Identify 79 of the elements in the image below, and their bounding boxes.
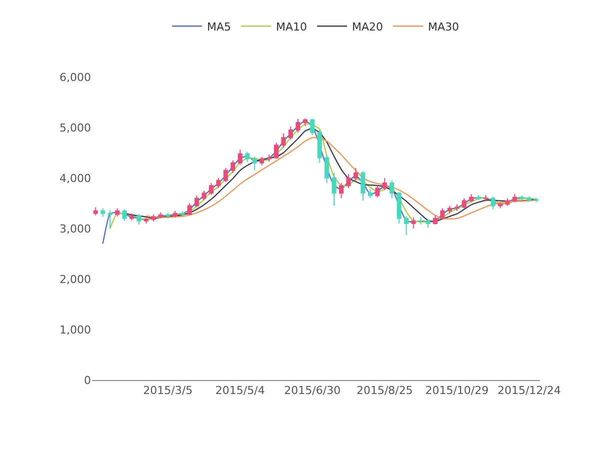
- candlestick: [526, 196, 532, 202]
- y-tick-label: 5,000: [60, 121, 91, 134]
- candlestick: [158, 212, 163, 219]
- x-tick-label: 2015/10/29: [425, 384, 489, 398]
- candlestick: [534, 197, 539, 203]
- candlestick: [281, 133, 286, 148]
- candlestick: [260, 156, 264, 166]
- candlestick: [172, 210, 178, 218]
- line-series: [146, 136, 537, 220]
- legend-label: MA10: [276, 20, 308, 34]
- candlestick: [238, 149, 242, 166]
- candlestick: [411, 216, 416, 229]
- candlestick: [418, 216, 424, 225]
- candlestick: [390, 180, 394, 199]
- candlestick: [490, 196, 496, 210]
- candlestick: [136, 214, 142, 225]
- y-tick-label: 2,000: [60, 272, 91, 286]
- candlestick: [310, 118, 315, 136]
- candlestick: [324, 154, 330, 184]
- legend-label: MA20: [352, 20, 384, 34]
- y-tick-label: 6,000: [60, 70, 91, 84]
- candlestick: [187, 202, 192, 216]
- candlestick: [512, 194, 517, 203]
- candlestick: [230, 160, 236, 174]
- candlestick: [346, 173, 351, 189]
- candlestick: [208, 182, 214, 196]
- candlestick: [332, 172, 336, 206]
- candlestick: [360, 170, 366, 202]
- legend-label: MA30: [428, 20, 460, 34]
- candlestick: [144, 216, 148, 224]
- y-tick-label: 3,000: [60, 222, 91, 236]
- candlestick: [288, 126, 293, 140]
- candlestick: [404, 215, 409, 236]
- candlestick: [505, 198, 510, 206]
- candlestick: [375, 185, 380, 198]
- candlestick: [476, 194, 481, 201]
- candlestick: [469, 194, 474, 203]
- candlestick: [339, 182, 344, 199]
- legend-label: MA5: [207, 20, 232, 34]
- candlestick: [252, 156, 257, 171]
- x-tick-label: 2015/5/4: [215, 384, 265, 398]
- candlestick: [266, 154, 272, 162]
- candlestick: [216, 178, 221, 189]
- candlestick: [115, 208, 120, 217]
- candlestick: [223, 167, 228, 183]
- candlestick: [245, 151, 250, 162]
- candlestick: [484, 194, 488, 202]
- x-tick-label: 2015/6/30: [284, 384, 341, 398]
- y-tick-label: 4,000: [60, 172, 91, 185]
- candlestick: [454, 204, 460, 212]
- candlestick: [396, 192, 402, 224]
- candlestick: [302, 118, 308, 126]
- candlestick: [129, 212, 134, 221]
- candlestick: [317, 130, 322, 164]
- candlestick: [447, 205, 452, 214]
- candlestick: [382, 178, 387, 191]
- candlestick: [202, 190, 206, 201]
- candlestick: [108, 210, 112, 229]
- x-tick-label: 2015/8/25: [356, 384, 413, 398]
- candlestick: [166, 212, 170, 219]
- x-tick-label: 2015/3/5: [143, 384, 193, 398]
- candlestick: [122, 208, 127, 222]
- candlestick: [93, 206, 98, 216]
- candlestick: [462, 198, 466, 209]
- x-tick-label: 2015/12/24: [497, 384, 561, 398]
- candlestick: [432, 214, 438, 225]
- candlestick: [498, 202, 503, 209]
- candlestick: [368, 188, 372, 199]
- candlestick: [353, 167, 358, 182]
- candlestick: [100, 208, 106, 218]
- candlestick: [274, 142, 279, 160]
- candlestick: [194, 195, 200, 208]
- candlestick: [440, 208, 445, 220]
- candlestick: [151, 214, 156, 222]
- y-tick-label: 1,000: [60, 323, 91, 336]
- candlestick: [180, 210, 185, 217]
- candlestick: [520, 195, 524, 201]
- y-tick-label: 0: [84, 374, 91, 387]
- candlestick: [296, 118, 300, 134]
